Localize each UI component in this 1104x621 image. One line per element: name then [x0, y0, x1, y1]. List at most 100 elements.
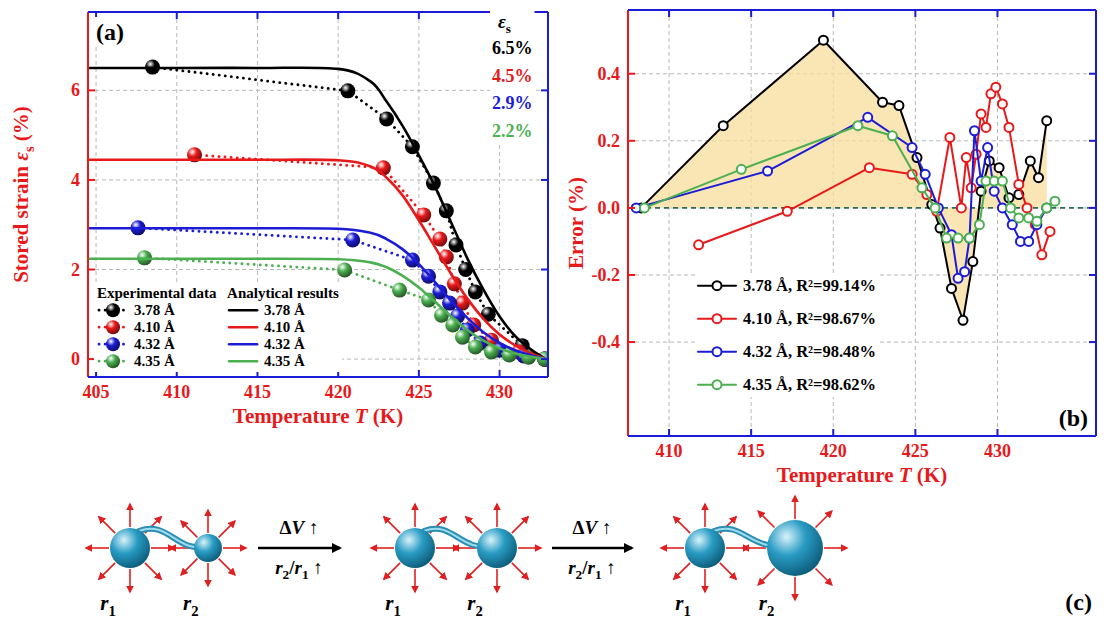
tick-label: 430	[486, 382, 513, 402]
legend-marker	[106, 303, 120, 317]
data-point	[405, 253, 420, 268]
data-point	[1026, 156, 1035, 165]
grid-line	[88, 269, 548, 270]
text-part: Temperature	[233, 404, 355, 428]
transition-label: ΔV ↑	[280, 517, 319, 538]
force-arrow	[466, 517, 482, 533]
text-part: 1	[108, 603, 115, 619]
tick-mark	[914, 429, 916, 436]
legend-label: 3.78 Å, R²=99.14%	[743, 276, 876, 295]
data-point	[908, 143, 917, 152]
axis-line	[628, 9, 1096, 11]
legend-sample	[229, 309, 257, 312]
text-part: 1	[595, 567, 602, 582]
force-arrow	[824, 547, 847, 549]
y-axis-title: Error (%)	[564, 177, 588, 269]
legend-label: 4.35 Å	[134, 353, 175, 369]
legend-marker	[713, 347, 722, 356]
force-arrow	[758, 569, 774, 585]
data-point	[1050, 197, 1059, 206]
panel-letter: (a)	[94, 17, 126, 47]
legend-marker	[106, 320, 120, 334]
radius-label: r1	[675, 591, 691, 619]
data-point	[960, 267, 969, 276]
force-arrow	[86, 547, 109, 549]
radius-label: r1	[100, 591, 116, 619]
force-arrow	[704, 504, 706, 527]
panel: 410415420425430-0.4-0.20.00.20.4Temperat…	[564, 10, 1097, 487]
text-part: Stored strain	[9, 161, 33, 283]
tick-label: 0.0	[598, 198, 621, 218]
axis-line	[88, 11, 548, 13]
grid-line	[997, 10, 998, 436]
text-part: ε	[498, 11, 506, 32]
tick-mark	[541, 269, 548, 271]
force-arrow	[207, 563, 209, 586]
legend-label: 3.78 Å	[264, 302, 305, 318]
data-point	[947, 284, 956, 293]
text-part: 1	[393, 603, 400, 619]
tick-label: -0.4	[592, 332, 621, 352]
data-point	[763, 167, 772, 176]
atom-sphere	[194, 534, 222, 562]
atom-sphere	[477, 528, 517, 568]
tick-mark	[1089, 341, 1096, 343]
data-point	[434, 308, 449, 323]
x-axis-title: Temperature T (K)	[777, 463, 947, 487]
tick-mark	[499, 370, 501, 377]
force-arrow	[743, 547, 766, 549]
tick-label: 420	[820, 441, 847, 461]
atom-sphere	[110, 528, 150, 568]
tick-label: 430	[984, 441, 1011, 461]
data-point	[865, 163, 874, 172]
tick-mark	[628, 207, 635, 209]
force-arrow	[384, 517, 400, 533]
annotation-text: 2.2%	[492, 121, 533, 141]
data-point	[998, 177, 1007, 186]
text-part: 1	[683, 603, 690, 619]
axis-line	[628, 435, 1096, 437]
data-point	[931, 203, 940, 212]
legend-sample	[229, 343, 257, 346]
legend: 3.78 Å, R²=99.14%4.10 Å, R²=98.67%4.32 Å…	[695, 273, 879, 397]
force-arrow	[704, 569, 706, 592]
data-point	[445, 318, 460, 333]
tick-mark	[996, 429, 998, 436]
tick-mark	[668, 10, 670, 17]
tick-label: 0.2	[598, 131, 621, 151]
data-point	[1042, 116, 1051, 125]
radius-label: r2	[467, 591, 483, 619]
legend-label: 4.10 Å	[134, 319, 175, 335]
grid	[88, 12, 548, 377]
data-point	[819, 36, 828, 45]
data-point	[392, 283, 407, 298]
x-axis-title: Temperature T (K)	[233, 404, 403, 428]
force-arrow	[181, 559, 197, 575]
annotation-text: 2.9%	[492, 93, 533, 113]
force-arrow	[674, 517, 690, 533]
tick-mark	[541, 89, 548, 91]
data-point	[981, 123, 990, 132]
tick-mark	[914, 10, 916, 17]
tick-label: 410	[163, 382, 190, 402]
grid-line	[88, 179, 548, 180]
force-arrow	[661, 547, 684, 549]
tick-mark	[337, 12, 339, 19]
data-point	[863, 113, 872, 122]
data-point	[958, 316, 967, 325]
tick-mark	[1089, 274, 1096, 276]
data-point	[853, 121, 862, 130]
force-arrow	[99, 517, 115, 533]
atom-sphere	[395, 528, 435, 568]
force-arrow	[371, 547, 394, 549]
transition-label: r2/r1 ↑	[275, 557, 323, 582]
legend-sample	[229, 326, 257, 329]
text-part: Temperature	[777, 463, 899, 487]
legend-label: 4.10 Å	[264, 319, 305, 335]
data-point	[719, 121, 728, 130]
tick-label: 6	[71, 80, 80, 100]
data-point	[340, 83, 355, 98]
legend-marker	[713, 380, 722, 389]
data-point	[783, 207, 792, 216]
legend-marker	[713, 314, 722, 323]
